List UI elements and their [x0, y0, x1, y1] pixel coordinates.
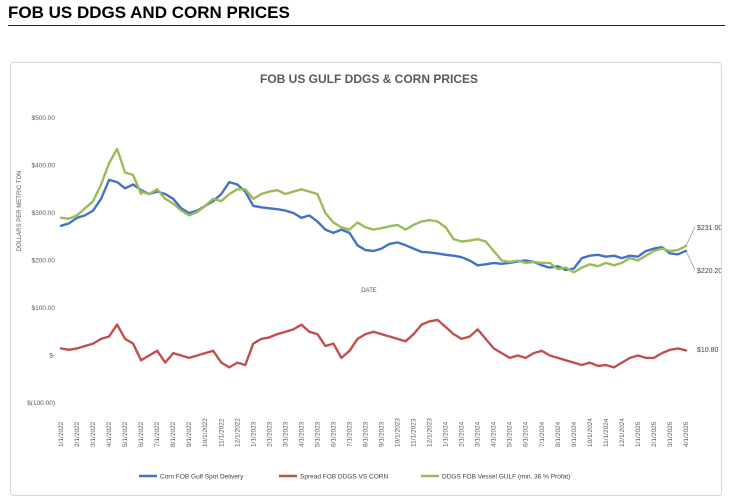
x-tick-label: 1/1/2023 [250, 421, 257, 447]
x-axis-label: DATE [361, 288, 377, 294]
x-tick-label: 4/1/2022 [106, 421, 113, 447]
spread-end-label: $10.80 [697, 347, 719, 354]
x-tick-label: 6/1/2024 [523, 421, 530, 447]
legend: Corn FOB Gulf Spot Delivery Spread FOB DD… [139, 474, 570, 481]
x-tick-label: 7/1/2022 [154, 421, 161, 447]
x-tick-label: 10/1/2024 [587, 418, 594, 447]
page-title: FOB US DDGS AND CORN PRICES [8, 3, 290, 22]
price-chart: FOB US GULF DDGS & CORN PRICES DOLLARS P… [17, 72, 722, 481]
y-tick-label: $200.00 [32, 258, 56, 265]
x-tick-label: 3/1/2024 [475, 421, 482, 447]
x-tick-label: 4/1/2025 [683, 421, 690, 447]
corn-series-line [59, 178, 688, 272]
x-tick-label: 11/1/2023 [411, 418, 418, 447]
y-tick-label: $(100.00) [27, 400, 55, 407]
x-tick-label: 2/1/2023 [266, 421, 273, 447]
x-tick-label: 2/1/2024 [459, 421, 466, 447]
legend-label: Spread FOB DDGS VS CORN [300, 474, 388, 481]
series-layer [59, 147, 688, 369]
ddgs-end-label: $231.00 [697, 225, 721, 232]
x-tick-label: 3/1/2022 [90, 421, 97, 447]
x-tick-label: 8/1/2022 [170, 421, 177, 447]
y-tick-label: $500.00 [32, 115, 56, 122]
x-tick-label: 5/1/2022 [122, 421, 129, 447]
x-tick-label: 4/1/2024 [491, 421, 498, 447]
y-tick-label: $300.00 [32, 210, 56, 217]
x-tick-label: 5/1/2023 [314, 421, 321, 447]
title-divider [8, 25, 725, 26]
x-tick-label: 1/1/2022 [58, 421, 65, 447]
legend-label: DDGS FOB Vessel GULF (min. 36 % Profat) [442, 474, 570, 481]
x-tick-label: 6/1/2022 [138, 421, 145, 447]
x-tick-label: 1/1/2025 [635, 421, 642, 447]
spread-series-line [59, 318, 688, 369]
x-tick-label: 10/1/2023 [395, 418, 402, 447]
end-labels: $220.20 $10.80 $231.00 [685, 225, 722, 354]
x-tick-label: 2/1/2022 [74, 421, 81, 447]
x-tick-label: 3/1/2023 [282, 421, 289, 447]
y-tick-label: $100.00 [32, 305, 56, 312]
x-tick-label: 11/1/2022 [218, 418, 225, 447]
y-axis-label: DOLLARS PER METRIC TON [17, 171, 23, 252]
y-tick-label: $- [49, 353, 55, 360]
x-tick-label: 10/1/2022 [202, 418, 209, 447]
y-axis-ticks: $500.00 $400.00 $300.00 $200.00 $100.00 $- $(1… [27, 115, 55, 407]
x-tick-label: 12/1/2022 [234, 418, 241, 447]
legend-item-spread: Spread FOB DDGS VS CORN [279, 474, 388, 481]
x-tick-label: 4/1/2023 [298, 421, 305, 447]
x-tick-label: 3/1/2025 [667, 421, 674, 447]
ddgs-series-line [59, 147, 688, 274]
x-tick-label: 2/1/2025 [651, 421, 658, 447]
chart-title: FOB US GULF DDGS & CORN PRICES [260, 72, 478, 86]
x-tick-label: 12/1/2024 [619, 418, 626, 447]
x-tick-label: 7/1/2023 [346, 421, 353, 447]
chart-frame: FOB US GULF DDGS & CORN PRICES DOLLARS P… [10, 62, 722, 496]
x-axis-ticks: 1/1/2022 2/1/2022 3/1/2022 4/1/2022 5/1/2022… [58, 418, 690, 447]
x-tick-label: 12/1/2023 [427, 418, 434, 447]
end-label-leader [685, 226, 696, 246]
corn-end-label: $220.20 [697, 268, 721, 275]
x-tick-label: 8/1/2024 [555, 421, 562, 447]
y-tick-label: $400.00 [32, 163, 56, 170]
x-tick-label: 6/1/2023 [330, 421, 337, 447]
legend-label: Corn FOB Gulf Spot Delivery [160, 474, 244, 481]
x-tick-label: 11/1/2024 [603, 418, 610, 447]
x-tick-label: 9/1/2023 [379, 421, 386, 447]
legend-item-corn: Corn FOB Gulf Spot Delivery [139, 474, 244, 481]
x-tick-label: 1/1/2024 [443, 421, 450, 447]
x-tick-label: 8/1/2023 [362, 421, 369, 447]
x-tick-label: 5/1/2024 [507, 421, 514, 447]
end-label-leader [685, 250, 696, 271]
x-tick-label: 9/1/2024 [571, 421, 578, 447]
legend-item-ddgs: DDGS FOB Vessel GULF (min. 36 % Profat) [421, 474, 570, 481]
x-tick-label: 7/1/2024 [539, 421, 546, 447]
x-tick-label: 9/1/2022 [186, 421, 193, 447]
